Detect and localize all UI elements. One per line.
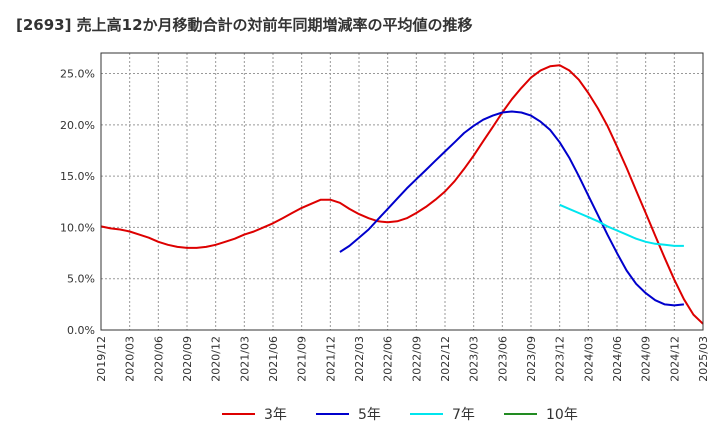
x-tick-label: 2025/03 — [697, 336, 710, 382]
x-tick-label: 2021/12 — [324, 336, 337, 382]
x-tick-label: 2020/06 — [152, 336, 165, 382]
x-tick-label: 2024/06 — [611, 336, 624, 382]
plot-frame — [100, 52, 704, 331]
plot-background — [101, 53, 703, 330]
x-tick-label: 2020/12 — [210, 336, 223, 382]
x-tick-label: 2020/03 — [124, 336, 137, 382]
y-tick-label: 5.0% — [67, 273, 95, 286]
x-tick-label: 2024/12 — [668, 336, 681, 382]
x-tick-label: 2021/06 — [267, 336, 280, 382]
x-tick-label: 2021/03 — [238, 336, 251, 382]
y-axis-ticks: 0.0% 5.0% 10.0% 15.0% 20.0% 25.0% — [60, 68, 95, 337]
x-tick-label: 2021/09 — [296, 336, 309, 382]
x-axis-ticks: 2019/12 2020/03 2020/06 2020/09 2020/12 2021/… — [95, 336, 710, 382]
legend-label: 5年 — [358, 407, 381, 423]
series-layer — [100, 64, 704, 325]
x-tick-label: 2022/09 — [410, 336, 423, 382]
x-tick-label: 2022/06 — [382, 336, 395, 382]
y-tick-label: 20.0% — [60, 119, 95, 132]
x-tick-label: 2023/12 — [554, 336, 567, 382]
series-line — [339, 110, 685, 307]
legend-label: 3年 — [264, 407, 287, 423]
x-tick-label: 2024/03 — [582, 336, 595, 382]
x-tick-label: 2019/12 — [95, 336, 108, 382]
x-tick-label: 2023/09 — [525, 336, 538, 382]
y-tick-label: 25.0% — [60, 68, 95, 81]
legend-label: 10年 — [546, 407, 578, 423]
series-line — [100, 64, 704, 325]
x-tick-label: 2020/09 — [181, 336, 194, 382]
x-tick-label: 2023/06 — [496, 336, 509, 382]
y-tick-label: 15.0% — [60, 170, 95, 183]
y-tick-label: 0.0% — [67, 324, 95, 337]
chart-title: [2693] 売上高12か月移動合計の対前年同期増減率の平均値の推移 — [16, 16, 473, 34]
x-tick-label: 2022/12 — [439, 336, 452, 382]
x-tick-label: 2022/03 — [353, 336, 366, 382]
y-tick-label: 10.0% — [60, 221, 95, 234]
series-line — [559, 203, 684, 247]
legend-label: 7年 — [452, 407, 475, 423]
x-tick-label: 2023/03 — [468, 336, 481, 382]
legend: 3年 5年 7年 10年 — [222, 407, 578, 423]
x-tick-label: 2024/09 — [640, 336, 653, 382]
